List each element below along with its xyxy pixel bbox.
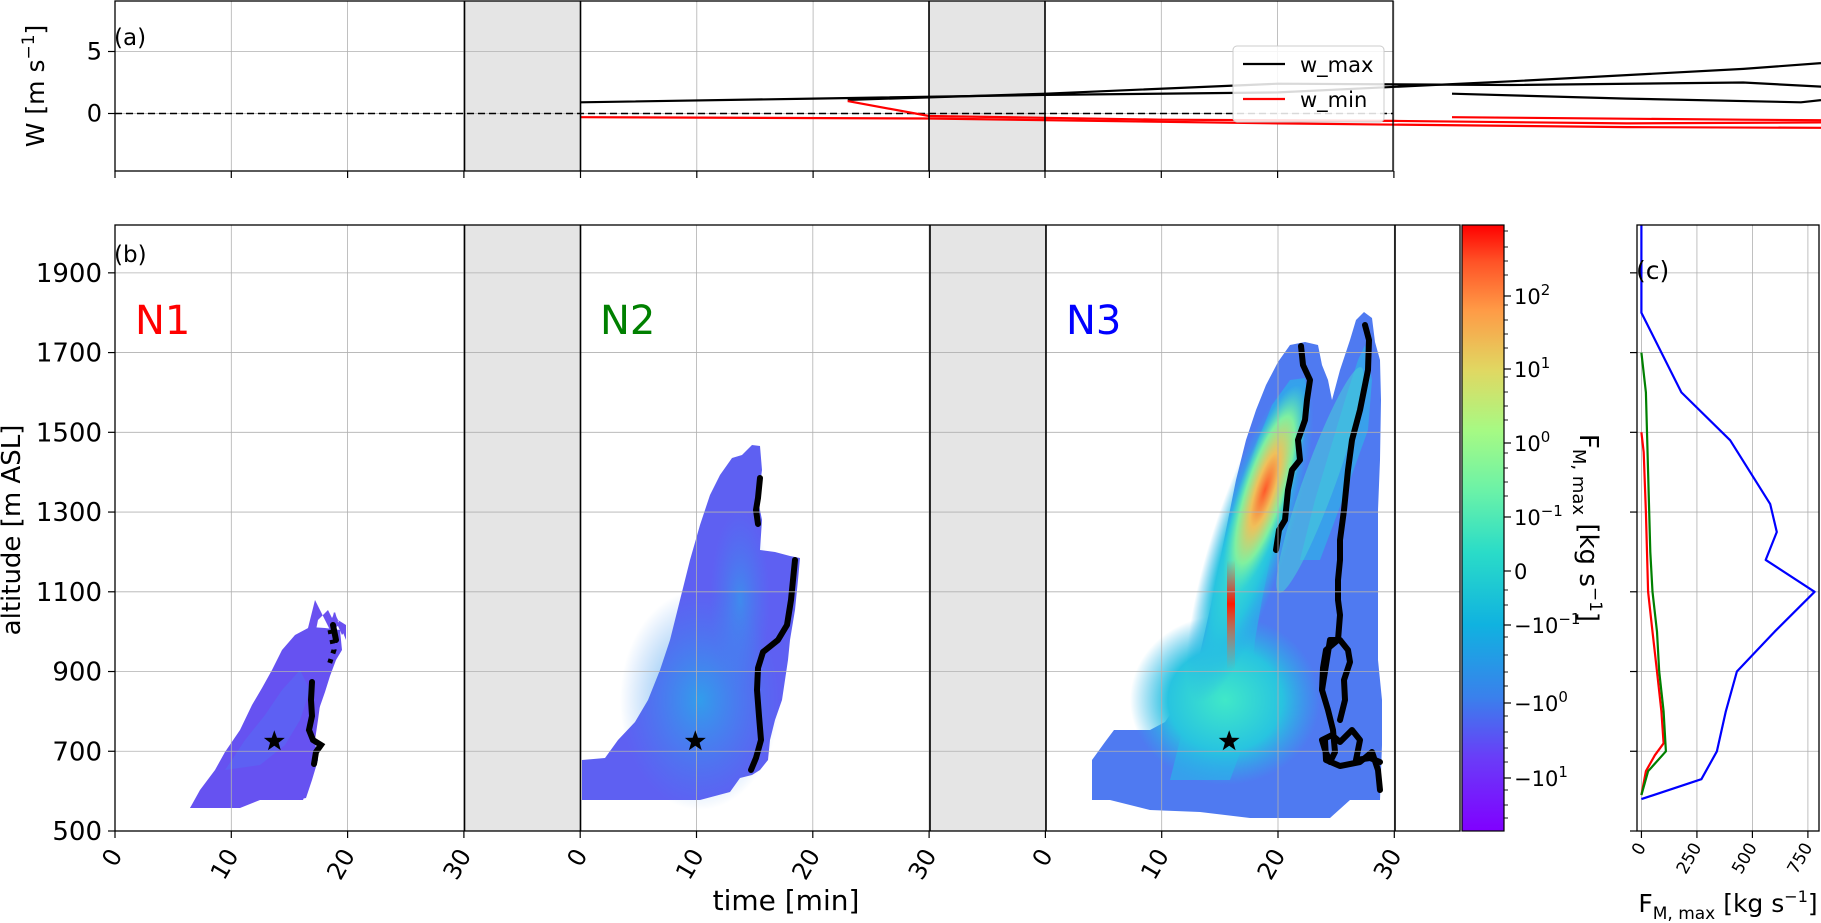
panel-b-xtick-label: 30 xyxy=(438,844,478,884)
panel-b-xtick-label: 0 xyxy=(96,844,128,871)
legend-wmax-label: w_max xyxy=(1300,53,1373,78)
cell-label-n3: N3 xyxy=(1066,298,1121,344)
panel-b-ylabel: altitude [m ASL] xyxy=(0,425,27,636)
panel-c-xtick-label: 750 xyxy=(1784,840,1818,878)
panel-b-ytick-label: 1700 xyxy=(36,339,102,369)
max-flux-star-n3 xyxy=(1218,730,1240,751)
panel-c-label: (c) xyxy=(1636,256,1669,285)
n1-inner xyxy=(225,670,310,770)
legend-wmin-label: w_min xyxy=(1300,88,1367,113)
panel-b-xtick-label: 20 xyxy=(321,844,361,884)
n3-cloud-edge-1 xyxy=(1273,343,1313,553)
panel-a-ticks: 05 xyxy=(87,38,1395,178)
panel-c-xtick-label: 0 xyxy=(1628,840,1651,859)
panel-b-label: (b) xyxy=(114,242,147,268)
colorbar-tick-label: 101 xyxy=(1514,354,1550,382)
n2-cloud-edge xyxy=(748,475,798,773)
n1-cloud-edge-top xyxy=(325,629,337,669)
panel-b-ytick-label: 700 xyxy=(52,737,102,767)
max-flux-star-n2 xyxy=(684,730,706,751)
series-w-min-n1 xyxy=(847,100,1821,125)
panel-a-ytick-label: 5 xyxy=(87,38,102,66)
panel-c-frame xyxy=(1636,224,1820,832)
n2-plume xyxy=(582,445,800,810)
panel-b-ytick-label: 500 xyxy=(52,817,102,847)
colorbar-tick-label: 10−1 xyxy=(1514,502,1563,530)
panel-a-frame xyxy=(114,0,1394,172)
colorbar-label: FM, max [kg s−1] xyxy=(1568,434,1605,622)
panel-b-xtick-label: 0 xyxy=(562,844,594,871)
panel-c-xtick-label: 500 xyxy=(1728,840,1762,878)
colorbar: 102 101 100 10−1 0 −10−1 −100 −101 FM, max [kg … xyxy=(1461,224,1605,832)
panel-b-xtick-label: 10 xyxy=(205,844,245,884)
colorbar-tick-label: −100 xyxy=(1514,688,1568,716)
series-w-max-n2 xyxy=(580,61,1821,104)
panel-b-xtick-label: 0 xyxy=(1027,844,1059,871)
n3-cloud-edge-3 xyxy=(1319,637,1353,723)
panel-a-label: (a) xyxy=(114,25,146,51)
n3-plume xyxy=(1092,312,1383,818)
n3-red-core xyxy=(1227,560,1235,670)
colorbar-tick-label: 100 xyxy=(1514,428,1550,456)
panel-b-ytick-label: 900 xyxy=(52,658,102,688)
n2-core-2 xyxy=(710,510,770,690)
cell-label-n1: N1 xyxy=(135,298,190,344)
panel-a-legend: w_max w_min xyxy=(1232,45,1385,123)
n3-hot-core xyxy=(1222,385,1308,595)
panel-a-shade-2 xyxy=(929,1,1045,171)
panel-b: 0 10 20 30 0 10 20 30 0 10 20 30 500 700 900 1100 1300 15… xyxy=(0,224,1461,917)
n1-plume xyxy=(190,600,346,808)
panel-a-shade-1 xyxy=(464,1,581,171)
colorbar-tick-label: 102 xyxy=(1514,281,1550,309)
panel-b-xlabel: time [min] xyxy=(713,884,860,917)
colorbar-tick-label: −10−1 xyxy=(1514,610,1580,638)
panel-b-ytick-label: 1900 xyxy=(36,259,102,289)
panel-b-ytick-label: 1100 xyxy=(36,578,102,608)
profile-n1 xyxy=(1640,432,1665,796)
panel-b-xtick-label: 10 xyxy=(670,844,710,884)
panel-a: 05 (a) W [m s−1] w_max w_min xyxy=(19,0,1821,178)
cell-label-n2: N2 xyxy=(600,298,655,344)
panel-a-ylabel: W [m s−1] xyxy=(19,25,50,148)
n3-band-2 xyxy=(1276,367,1364,593)
panel-a-lines xyxy=(580,61,1821,129)
panel-b-shade-2 xyxy=(930,225,1046,831)
n3-cyan-core xyxy=(1130,615,1320,785)
n3-cloud-edge-base xyxy=(1322,737,1383,793)
panel-c: 0 250 500 750 (c) FM, max [kg s−1] xyxy=(1628,224,1820,923)
panel-b-xtick-label: 30 xyxy=(1368,844,1408,884)
panel-b-shade-1 xyxy=(464,225,581,831)
n1-cloud-edge xyxy=(305,622,339,767)
panel-c-xtick-label: 250 xyxy=(1673,840,1707,878)
colorbar-ticks: 102 101 100 10−1 0 −10−1 −100 −101 xyxy=(1504,230,1580,819)
panel-b-xtick-label: 20 xyxy=(786,844,826,884)
max-flux-star-n1 xyxy=(263,730,285,751)
panel-c-xlabel: FM, max [kg s−1] xyxy=(1638,887,1817,923)
colorbar-gradient xyxy=(1461,224,1505,832)
panel-b-frame xyxy=(114,224,1461,832)
series-w-max-n1 xyxy=(847,81,1821,101)
profile-n3 xyxy=(1640,225,1816,801)
panel-b-max-flux-stars xyxy=(263,730,1240,751)
panel-c-lines xyxy=(1640,225,1816,801)
panel-b-ytick-label: 1300 xyxy=(36,498,102,528)
profile-n2 xyxy=(1640,352,1668,796)
panel-b-xtick-label: 20 xyxy=(1252,844,1292,884)
colorbar-tick-label: 0 xyxy=(1514,560,1527,584)
colorbar-tick-label: −101 xyxy=(1514,763,1568,791)
panel-b-ytick-label: 1500 xyxy=(36,418,102,448)
panel-b-xtick-label: 10 xyxy=(1135,844,1175,884)
panel-a-ytick-label: 0 xyxy=(87,100,102,128)
panel-b-xtick-label: 30 xyxy=(903,844,943,884)
